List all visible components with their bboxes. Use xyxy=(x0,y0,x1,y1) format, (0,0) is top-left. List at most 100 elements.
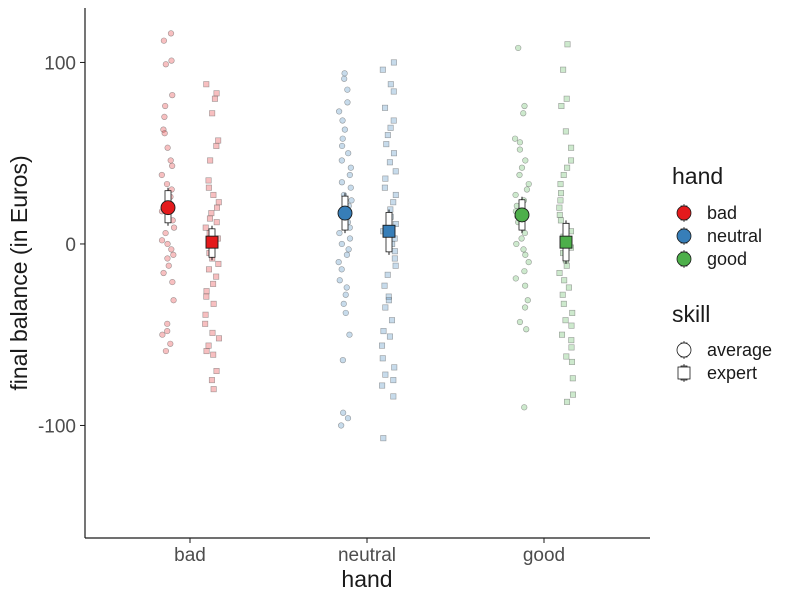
data-point-good-expert xyxy=(559,331,566,338)
data-point-neutral-average xyxy=(346,331,353,338)
data-point-neutral-expert xyxy=(379,382,386,389)
data-point-good-average xyxy=(521,102,528,110)
legend-skill-title: skill xyxy=(672,301,710,327)
data-point-bad-expert xyxy=(213,273,220,280)
data-point-neutral-expert xyxy=(387,206,394,213)
data-point-good-average xyxy=(512,275,519,282)
data-point-bad-expert xyxy=(213,90,220,97)
data-point-neutral-expert xyxy=(384,132,391,139)
data-point-neutral-expert xyxy=(380,435,387,442)
legend-hand-neutral: neutral xyxy=(676,226,762,246)
data-point-neutral-expert xyxy=(379,355,386,362)
data-point-bad-average xyxy=(160,126,167,133)
jitter-points xyxy=(158,30,576,442)
data-point-neutral-expert xyxy=(385,293,392,300)
data-point-bad-average xyxy=(164,255,171,262)
mean-marker-good-average xyxy=(514,207,530,223)
data-point-bad-average xyxy=(161,113,168,121)
legend-hand-bad-swatch xyxy=(676,205,692,221)
data-point-good-expert xyxy=(568,337,575,344)
data-point-good-average xyxy=(513,240,520,248)
x-axis-title: hand xyxy=(341,566,392,592)
data-point-good-expert xyxy=(568,157,575,164)
mean-marker-bad-expert xyxy=(205,235,219,249)
data-point-good-expert xyxy=(558,190,565,197)
legend-hand-good-swatch xyxy=(676,251,692,267)
data-point-neutral-average xyxy=(341,75,348,82)
data-point-neutral-average xyxy=(341,70,348,77)
data-point-neutral-expert xyxy=(390,199,397,206)
data-point-good-expert xyxy=(557,197,564,204)
data-point-bad-average xyxy=(158,171,165,179)
data-point-good-average xyxy=(525,259,532,266)
data-point-bad-average xyxy=(164,327,171,335)
data-point-good-expert xyxy=(564,398,571,405)
data-point-good-average xyxy=(522,251,529,258)
data-point-good-average xyxy=(518,235,525,242)
data-point-bad-average xyxy=(167,157,174,164)
data-point-bad-expert xyxy=(203,288,210,295)
data-point-neutral-average xyxy=(336,277,343,284)
data-point-neutral-expert xyxy=(390,117,397,124)
legend-skill: skill average expert xyxy=(672,301,772,383)
data-point-bad-expert xyxy=(213,142,220,149)
data-point-good-expert xyxy=(556,269,563,276)
data-point-good-expert xyxy=(563,353,570,360)
data-point-bad-average xyxy=(167,340,174,347)
data-point-neutral-expert xyxy=(384,271,391,278)
legend-hand-bad: bad xyxy=(676,203,737,223)
data-point-bad-average xyxy=(165,262,172,269)
data-point-good-expert xyxy=(568,144,575,151)
data-point-neutral-average xyxy=(341,126,348,133)
data-point-neutral-average xyxy=(347,184,354,191)
data-point-neutral-expert xyxy=(387,124,394,131)
data-point-neutral-expert xyxy=(382,104,389,111)
data-point-bad-expert xyxy=(215,199,222,206)
x-tick-label: neutral xyxy=(338,545,396,566)
data-point-good-average xyxy=(516,318,524,326)
data-point-bad-expert xyxy=(207,157,214,164)
data-point-neutral-expert xyxy=(380,328,387,335)
data-point-bad-expert xyxy=(202,224,209,231)
data-point-good-expert xyxy=(557,181,564,188)
data-point-good-average xyxy=(521,404,528,411)
data-point-good-average xyxy=(524,297,531,304)
data-point-bad-expert xyxy=(203,81,210,88)
data-point-neutral-average xyxy=(346,235,354,242)
data-point-good-expert xyxy=(569,375,576,382)
legend-skill-expert-label: expert xyxy=(707,363,757,383)
data-point-neutral-expert xyxy=(382,304,389,311)
data-point-good-expert xyxy=(568,344,575,351)
data-point-good-average xyxy=(521,304,529,311)
data-point-bad-average xyxy=(162,229,169,237)
legend-hand: hand bad neutral good xyxy=(672,163,762,269)
data-point-neutral-expert xyxy=(392,191,399,198)
data-point-bad-average xyxy=(170,224,178,231)
data-point-good-average xyxy=(520,110,527,117)
data-point-neutral-average xyxy=(338,179,346,186)
data-point-bad-expert xyxy=(205,177,212,184)
data-point-good-expert xyxy=(564,41,571,48)
data-point-bad-average xyxy=(162,347,170,355)
data-point-neutral-expert xyxy=(382,371,389,378)
data-point-neutral-average xyxy=(340,409,347,416)
data-point-bad-average xyxy=(169,278,176,286)
data-point-neutral-expert xyxy=(387,81,394,88)
data-point-good-expert xyxy=(560,66,567,73)
data-point-good-average xyxy=(512,191,519,199)
data-point-neutral-average xyxy=(338,142,346,150)
data-point-neutral-average xyxy=(340,300,347,307)
legend-hand-title: hand xyxy=(672,163,723,189)
data-point-bad-expert xyxy=(210,191,217,198)
data-point-bad-average xyxy=(169,162,176,170)
data-point-neutral-average xyxy=(338,157,345,164)
data-point-neutral-average xyxy=(336,229,343,237)
data-point-neutral-expert xyxy=(383,141,390,148)
data-point-good-expert xyxy=(556,204,563,211)
data-point-good-average xyxy=(518,164,526,171)
data-point-neutral-expert xyxy=(386,159,393,166)
data-point-bad-expert xyxy=(214,204,221,211)
legend-skill-average-swatch xyxy=(676,342,692,358)
data-point-neutral-average xyxy=(347,164,354,171)
